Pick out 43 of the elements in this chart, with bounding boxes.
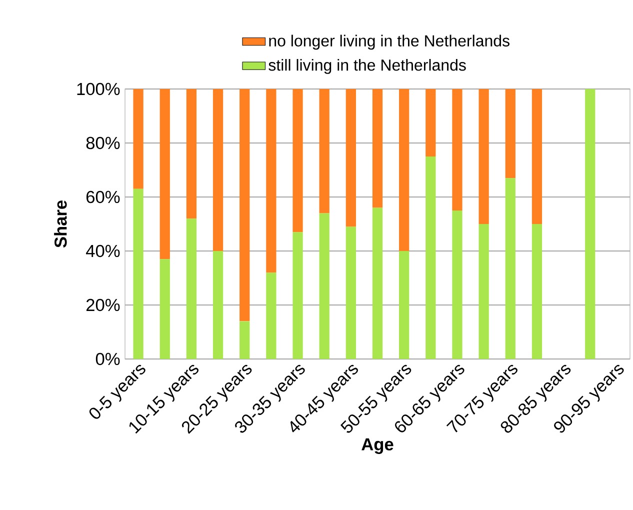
- bar: [426, 156, 436, 359]
- bar: [266, 272, 276, 359]
- y-axis-title: Share: [54, 200, 67, 248]
- bar: [133, 188, 144, 359]
- bar: [452, 210, 462, 359]
- bar: [292, 88, 303, 232]
- bar: [160, 259, 170, 359]
- y-tick-label: 40%: [86, 244, 120, 258]
- bar: [133, 88, 144, 189]
- bar: [399, 88, 410, 251]
- bar: [186, 88, 197, 219]
- bar: [212, 88, 224, 251]
- y-tick-label: 80%: [86, 136, 120, 150]
- legend-label: still living in the Netherlands: [268, 59, 466, 74]
- bar: [532, 88, 542, 224]
- bar: [532, 224, 542, 359]
- bar: [372, 88, 383, 208]
- y-tick-label: 0%: [96, 352, 120, 366]
- bar: [399, 250, 410, 359]
- y-tick-label: 60%: [86, 190, 120, 204]
- bar: [478, 224, 489, 359]
- bar: [505, 88, 516, 178]
- bar: [426, 88, 436, 156]
- bar: [478, 88, 489, 224]
- bar: [585, 88, 596, 359]
- y-tick-label: 100%: [77, 82, 120, 96]
- bar: [212, 250, 224, 359]
- bar: [240, 321, 250, 359]
- bar: [346, 88, 356, 227]
- bar: [319, 88, 330, 214]
- y-tick-label: 20%: [86, 298, 120, 312]
- bar: [452, 88, 462, 210]
- bar: [160, 88, 170, 260]
- bar: [240, 88, 250, 322]
- bar: [292, 232, 303, 359]
- bar: [319, 213, 330, 359]
- bar: [372, 208, 383, 359]
- bar: [346, 226, 356, 359]
- bar: [186, 218, 197, 359]
- bar: [266, 88, 276, 273]
- legend-label: no longer living in the Netherlands: [269, 34, 510, 50]
- bar: [505, 178, 516, 359]
- x-axis-title: Age: [362, 438, 394, 454]
